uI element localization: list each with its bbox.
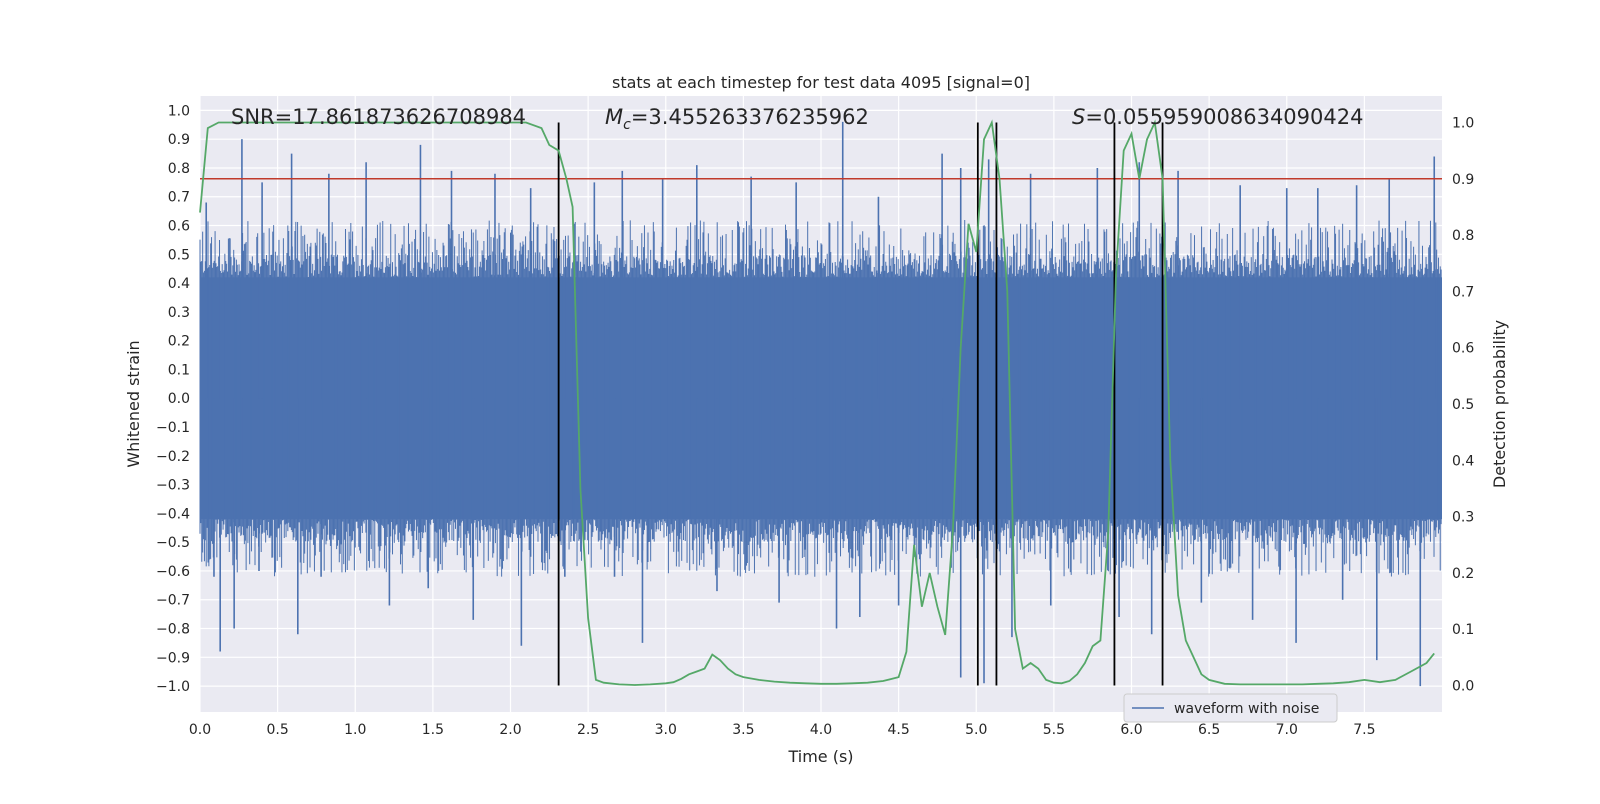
y-tick-label: −0.3	[156, 478, 190, 494]
y-tick-label: −0.8	[156, 622, 190, 638]
y-tick-label: −0.1	[156, 420, 190, 436]
x-tick-label: 7.0	[1276, 722, 1298, 738]
y2-tick-label: 0.0	[1452, 679, 1474, 695]
x-tick-label: 3.5	[732, 722, 754, 738]
x-axis-ticks: 0.0 0.5 1.0 1.5 2.0 2.5 3.0 3.5 4.0 4.5 5.0 5.5 6.0 6…	[189, 722, 1376, 738]
y-tick-label: 0.5	[168, 247, 190, 263]
chirp-mass-annotation: Mc=3.455263376235962	[605, 105, 869, 133]
y-tick-label: 0.0	[168, 391, 190, 407]
y2-tick-label: 0.7	[1452, 284, 1474, 300]
detection-probability-line	[199, 119, 1435, 686]
y-tick-label: −0.6	[156, 564, 190, 580]
x-tick-label: 4.0	[810, 722, 832, 738]
x-tick-label: 1.5	[422, 722, 444, 738]
s-value: =0.055959008634090424	[1085, 105, 1363, 129]
y2-tick-label: 1.0	[1452, 115, 1474, 131]
x-tick-label: 7.5	[1353, 722, 1375, 738]
waveform-series	[199, 121, 1442, 687]
snr-annotation: SNR=17.861873626708984	[231, 105, 526, 129]
s-annotation: S=0.055959008634090424	[1072, 105, 1363, 129]
x-tick-label: 1.0	[344, 722, 366, 738]
chart-title: stats at each timestep for test data 409…	[612, 73, 1030, 92]
y-tick-label: 1.0	[168, 103, 190, 119]
y-tick-label: 0.1	[168, 362, 190, 378]
y2-tick-label: 0.5	[1452, 397, 1474, 413]
x-tick-label: 0.5	[266, 722, 288, 738]
y2-tick-label: 0.9	[1452, 172, 1474, 188]
y-axis-label: Whitened strain	[124, 340, 143, 467]
y-tick-label: −0.2	[156, 449, 190, 465]
x-tick-label: 0.0	[189, 722, 211, 738]
x-tick-label: 2.0	[499, 722, 521, 738]
y-tick-label: 0.4	[168, 276, 190, 292]
chirp-mass-symbol: M	[605, 105, 623, 129]
x-tick-label: 4.5	[887, 722, 909, 738]
detection-probability-series	[199, 119, 1435, 686]
y2-axis-label: Detection probability	[1490, 320, 1509, 488]
y-tick-label: −1.0	[156, 679, 190, 695]
x-tick-label: 6.0	[1120, 722, 1142, 738]
legend-box	[1123, 693, 1338, 723]
y-tick-label: 0.2	[168, 334, 190, 350]
y-tick-label: −0.5	[156, 535, 190, 551]
x-tick-label: 2.5	[577, 722, 599, 738]
y-tick-label: 0.7	[168, 190, 190, 206]
y-tick-label: −0.4	[156, 506, 190, 522]
x-axis-label: Time (s)	[787, 747, 853, 766]
y-tick-label: −0.9	[156, 650, 190, 666]
chirp-mass-value: =3.455263376235962	[631, 105, 869, 129]
s-symbol: S	[1072, 105, 1085, 129]
y-tick-label: 0.3	[168, 305, 190, 321]
y2-tick-label: 0.3	[1452, 510, 1474, 526]
x-tick-label: 6.5	[1198, 722, 1220, 738]
y2-axis-ticks: 1.0 0.9 0.8 0.7 0.6 0.5 0.4 0.3 0.2 0.1 0.0	[1452, 115, 1474, 694]
y2-tick-label: 0.6	[1452, 341, 1474, 357]
x-tick-label: 3.0	[655, 722, 677, 738]
y-axis-ticks: 1.0 0.9 0.8 0.7 0.6 0.5 0.4 0.3 0.2 0.1 0.0 −0.1 −0.…	[156, 103, 190, 695]
y-tick-label: 0.9	[168, 132, 190, 148]
y-tick-label: 0.6	[168, 219, 190, 235]
x-tick-label: 5.0	[965, 722, 987, 738]
y-tick-label: 0.8	[168, 161, 190, 177]
y-tick-label: −0.7	[156, 593, 190, 609]
vertical-marker-lines	[557, 122, 1164, 686]
y2-tick-label: 0.2	[1452, 566, 1474, 582]
x-tick-label: 5.5	[1043, 722, 1065, 738]
y2-tick-label: 0.1	[1452, 622, 1474, 638]
chirp-mass-subscript: c	[623, 117, 631, 133]
legend: waveform with noise	[1123, 693, 1338, 723]
y2-tick-label: 0.8	[1452, 228, 1474, 244]
legend-waveform-label: waveform with noise	[1174, 701, 1319, 717]
y2-tick-label: 0.4	[1452, 453, 1474, 469]
